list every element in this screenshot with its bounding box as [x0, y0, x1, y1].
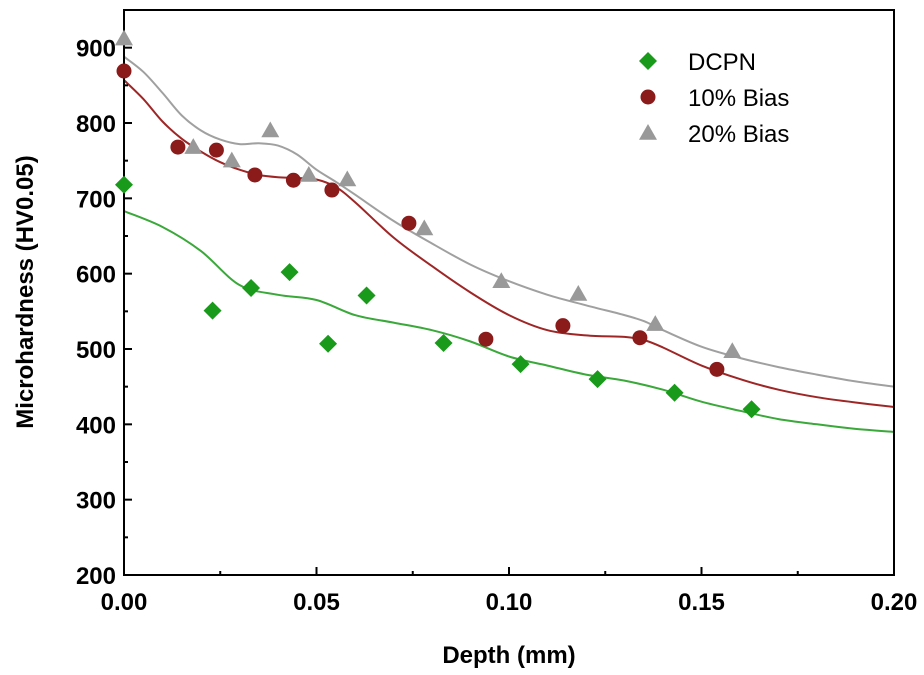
data-point-series-0: [511, 355, 530, 374]
data-point-series-2: [115, 29, 133, 46]
data-point-series-1: [247, 167, 263, 183]
legend-label: 10% Bias: [688, 85, 789, 112]
data-point-series-1: [170, 139, 186, 155]
data-point-series-1: [555, 318, 571, 334]
y-tick-label: 300: [76, 488, 116, 515]
x-tick-label: 0.20: [871, 589, 918, 616]
axis-ticks: [123, 46, 895, 576]
data-point-series-1: [208, 142, 224, 158]
data-point-series-2: [492, 272, 511, 288]
data-point-series-0: [242, 278, 261, 297]
legend-marker-series-2: [639, 124, 657, 140]
x-tick-label: 0.10: [486, 589, 533, 616]
y-tick-label: 600: [76, 262, 116, 289]
data-point-series-1: [401, 215, 417, 231]
y-tick-label: 200: [76, 563, 116, 590]
data-point-series-1: [632, 330, 648, 346]
data-point-series-2: [415, 219, 434, 236]
legend-label: 20% Bias: [688, 121, 789, 148]
data-point-series-2: [723, 342, 742, 359]
x-axis-title: Depth (mm): [442, 642, 575, 669]
x-tick-label: 0.00: [101, 589, 148, 616]
data-point-series-2: [646, 315, 665, 331]
data-point-series-1: [709, 361, 725, 377]
data-point-series-2: [184, 138, 203, 154]
data-point-series-0: [115, 175, 133, 194]
data-markers: [115, 29, 761, 419]
legend-marker-series-1: [640, 89, 656, 105]
data-point-series-1: [324, 182, 340, 198]
legend-label: DCPN: [688, 49, 756, 76]
y-tick-label: 900: [76, 36, 116, 63]
y-tick-label: 700: [76, 186, 116, 213]
y-tick-label: 500: [76, 337, 116, 364]
data-point-series-1: [285, 172, 301, 188]
data-point-series-0: [203, 301, 222, 320]
fit-line-series-2: [123, 55, 895, 388]
data-point-series-2: [261, 121, 280, 138]
legend-marker-series-0: [639, 52, 657, 70]
data-point-series-0: [319, 334, 338, 353]
data-point-series-1: [116, 63, 132, 79]
y-tick-label: 400: [76, 412, 116, 439]
data-point-series-2: [299, 165, 318, 182]
data-point-series-2: [222, 151, 241, 168]
y-tick-label: 800: [76, 111, 116, 138]
data-point-series-0: [280, 263, 299, 282]
y-axis-title: Microhardness (HV0.05): [12, 155, 39, 428]
axis-tick-labels: 0.00 0.05 0.10 0.15 0.20 200 300 400 500 600 700 80…: [76, 36, 917, 616]
x-tick-label: 0.15: [678, 589, 725, 616]
data-point-series-2: [338, 170, 357, 187]
data-point-series-1: [478, 331, 494, 347]
x-tick-label: 0.05: [293, 589, 340, 616]
data-point-series-0: [434, 333, 453, 352]
legend: DCPN 10% Bias 20% Bias: [639, 49, 789, 148]
data-point-series-2: [569, 285, 588, 301]
data-point-series-0: [665, 383, 684, 402]
data-point-series-0: [588, 370, 607, 389]
data-point-series-0: [742, 400, 761, 419]
data-point-series-0: [357, 286, 376, 305]
